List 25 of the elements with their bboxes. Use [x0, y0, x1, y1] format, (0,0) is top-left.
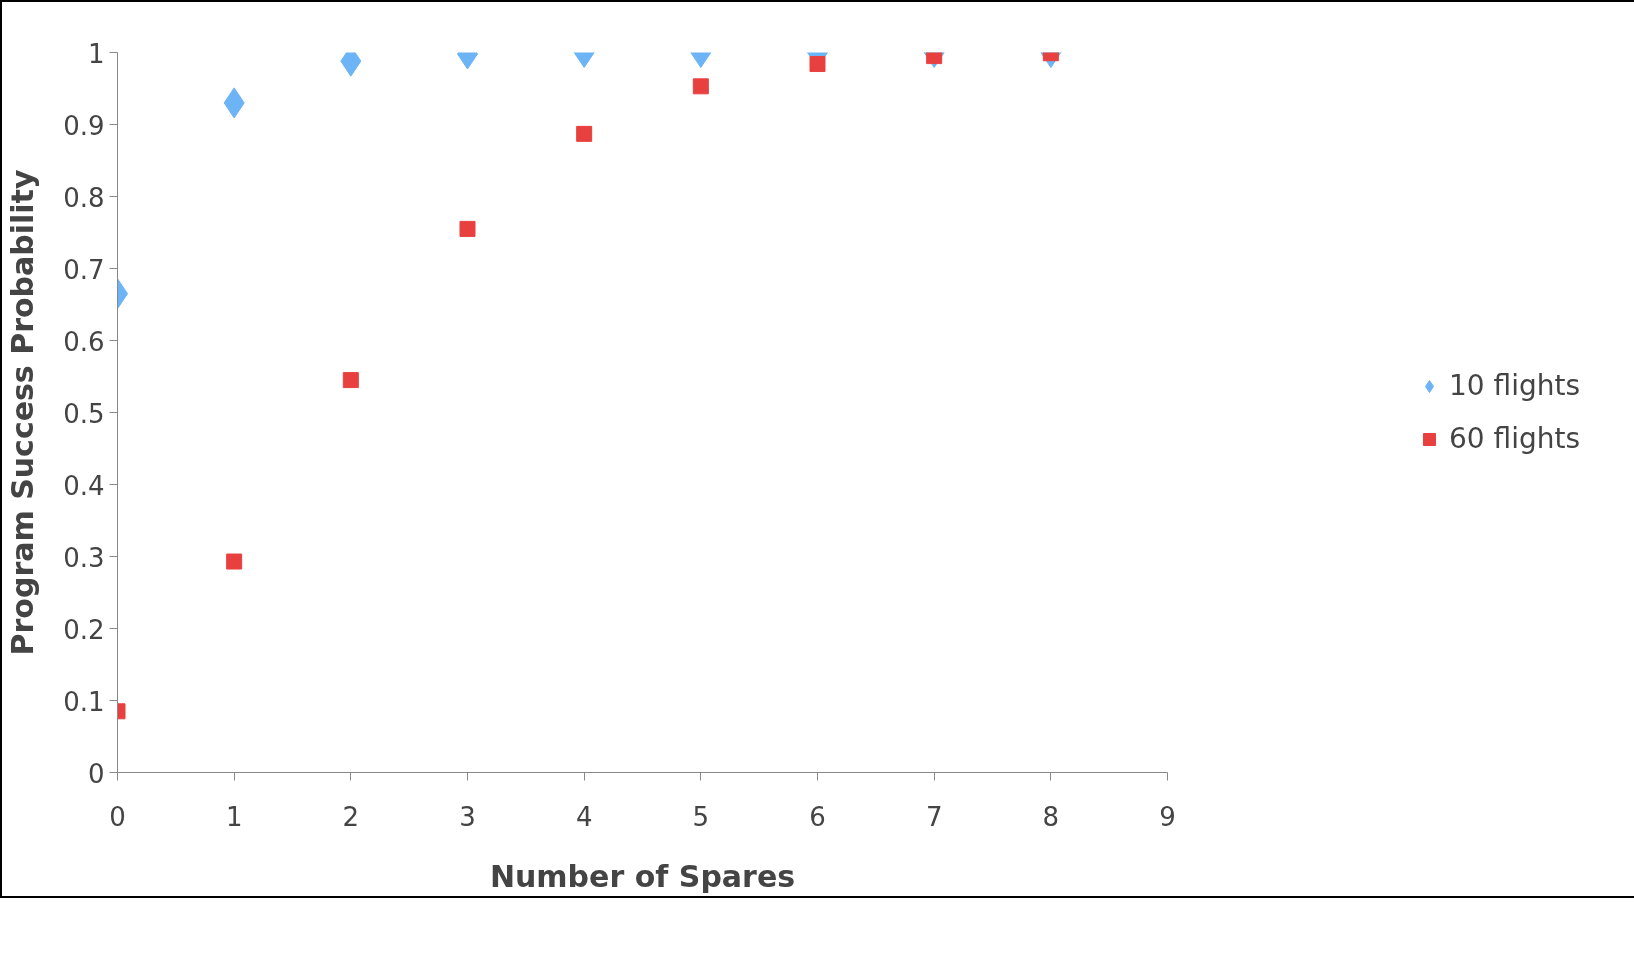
y-tick-label: 0.5	[63, 398, 105, 429]
x-tick-label: 8	[1042, 801, 1060, 832]
x-tick-label: 9	[1159, 801, 1176, 832]
legend-label: 10 flights	[1448, 369, 1581, 402]
y-tick-label: 0.2	[63, 614, 105, 645]
x-tick-label: 0	[109, 801, 126, 832]
y-tick-label: 1	[87, 38, 105, 69]
x-tick-label: 1	[225, 801, 243, 832]
y-tick-label: 0	[87, 758, 105, 789]
x-axis-title: Number of Spares	[489, 858, 796, 894]
x-tick-label: 6	[809, 801, 826, 832]
x-tick-label: 5	[692, 801, 710, 832]
y-tick-label: 0.8	[63, 182, 105, 213]
y-axis-title: Program Success Probability	[5, 169, 41, 656]
y-tick-label: 0.3	[63, 542, 105, 573]
x-tick-label: 7	[925, 801, 943, 832]
x-tick-label: 3	[459, 801, 476, 832]
y-tick-label: 0.7	[63, 254, 105, 285]
y-tick-label: 0.1	[63, 686, 105, 717]
x-tick-label: 4	[575, 801, 593, 832]
x-tick-label: 2	[342, 801, 360, 832]
legend-label: 60 flights	[1448, 422, 1581, 455]
y-tick-label: 0.4	[63, 470, 105, 501]
y-tick-label: 0.9	[63, 110, 105, 141]
y-tick-label: 0.6	[63, 326, 105, 357]
